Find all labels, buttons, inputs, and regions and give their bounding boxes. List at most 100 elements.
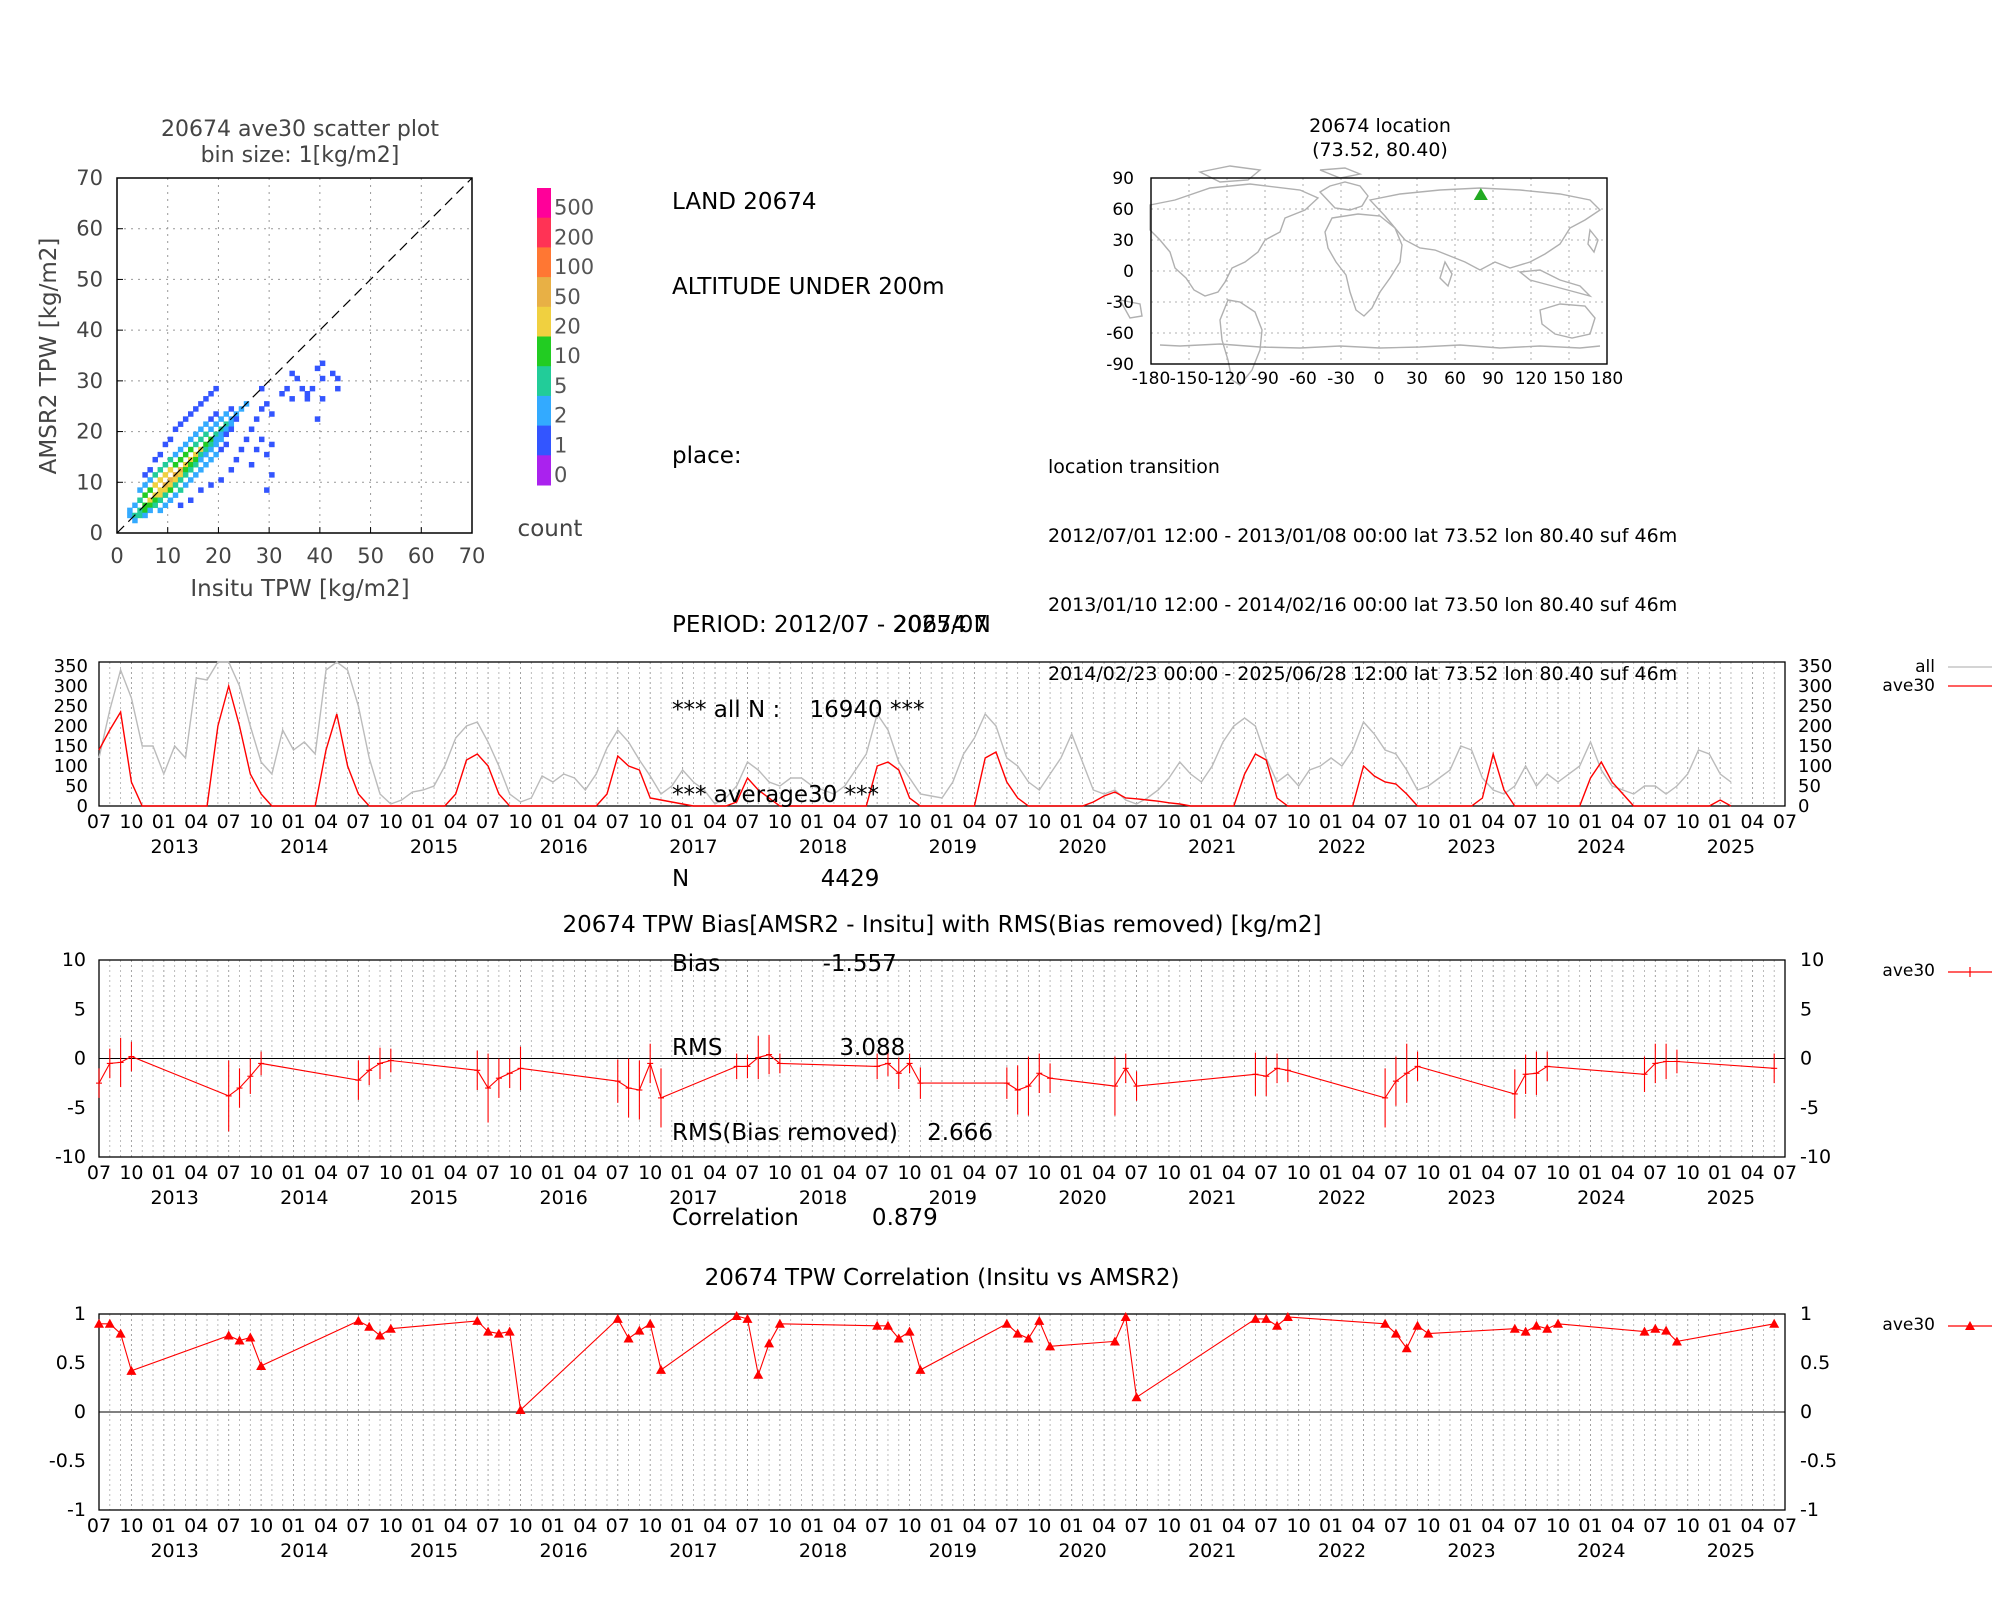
month-label: 04 [1611,811,1635,833]
heatmap-cell [233,456,240,463]
corr-point [353,1315,364,1325]
heatmap-cell [228,421,235,427]
month-label: 10 [1157,1162,1181,1184]
year-label: 2023 [1447,1540,1495,1562]
month-label: 07 [606,1162,630,1184]
legend-label: ave30 [1882,1315,1935,1335]
heatmap-cell [182,451,189,458]
y-tick-label: 5 [74,998,86,1020]
heatmap-cell [314,365,321,372]
month-label: 07 [1254,1515,1278,1537]
colorbar-label: 5 [554,374,567,398]
month-label: 04 [703,1162,727,1184]
month-label: 01 [411,811,435,833]
heatmap-cell [253,446,260,453]
heatmap-cell [147,487,153,493]
heatmap-cell [162,441,169,448]
month-label: 10 [1027,811,1051,833]
y-tick-label: 0 [90,521,103,545]
month-label: 10 [638,811,662,833]
corr-point [1412,1320,1423,1330]
month-label: 01 [152,1162,176,1184]
heatmap-cell [198,456,204,463]
colorbar-swatch [537,395,551,427]
year-label: 2022 [1318,836,1366,858]
heatmap-cell [177,502,184,509]
heatmap-cell [223,411,229,417]
month-label: 10 [119,1515,143,1537]
heatmap-cell [162,502,169,509]
corr-point [1401,1343,1412,1353]
heatmap-cell [264,401,270,407]
year-label: 2013 [150,1540,198,1562]
legend-marker-icon [1965,1321,1975,1330]
colorbar-title: count [518,516,583,542]
x-tick-label: 30 [256,544,283,568]
heatmap-cell [132,502,138,509]
month-label: 01 [1708,811,1732,833]
heatmap-cell [314,416,321,422]
month-label: 10 [897,1515,921,1537]
heatmap-cell [193,456,199,463]
y-tick-label: 0 [77,796,88,817]
station-marker-icon [1473,188,1488,201]
corr-point [504,1326,515,1336]
year-label: 2020 [1058,836,1106,858]
map-lon-label: 0 [1374,369,1385,389]
month-label: 01 [800,1162,824,1184]
month-label: 10 [1416,1515,1440,1537]
heatmap-cell [152,482,158,488]
colorbar-label: 10 [554,344,581,368]
map-frame [1150,177,1608,365]
heatmap-cell [289,370,295,377]
colorbar-swatch [537,188,551,219]
x-tick-label: 20 [205,544,232,568]
heatmap-cell [208,441,214,448]
heatmap-cell [177,446,184,453]
scatter-plot: 20674 ave30 scatter plot bin size: 1[kg/… [36,117,594,602]
corr-point [472,1315,483,1325]
month-label: 01 [1708,1162,1732,1184]
year-label: 2014 [280,1540,328,1562]
corr-point [1661,1325,1672,1335]
location-coords: (73.52, 80.40) [1312,139,1448,161]
corr-point [1034,1315,1045,1325]
month-label: 01 [1060,1515,1084,1537]
year-label: 2018 [799,1187,847,1209]
heatmap-cell [269,441,275,448]
stats-line: Correlation 0.879 [672,1204,938,1231]
month-label: 01 [930,1515,954,1537]
month-label: 01 [800,811,824,833]
month-label: 10 [1416,1162,1440,1184]
heatmap-cell [142,472,148,478]
heatmap-cell [147,507,153,514]
heatmap-cell [198,487,204,493]
heatmap-cell [193,441,199,448]
heatmap-cell [213,436,219,443]
heatmap-cell [223,431,229,438]
year-label: 2013 [150,1187,198,1209]
heatmap-cell [172,492,179,498]
month-label: 10 [1287,1162,1311,1184]
heatmap-cell [243,436,250,443]
y-tick-label: 5 [1800,998,1812,1020]
year-label: 2020 [1058,1540,1106,1562]
year-label: 2025 [1707,836,1755,858]
corr-point [1423,1328,1434,1338]
colorbar-swatch [537,247,551,278]
corr-point [1012,1328,1023,1338]
map-lon-label: 60 [1444,369,1466,389]
scatter-cells [127,360,341,524]
corr-point [223,1330,234,1340]
heatmap-cell [213,431,219,438]
month-label: 10 [249,1162,273,1184]
month-label: 01 [411,1162,435,1184]
colorbar-label: 500 [554,196,594,220]
map-lat-label: 30 [1112,231,1134,251]
month-label: 01 [281,811,305,833]
map-lat-label: -90 [1106,355,1134,375]
corr-point [1769,1318,1780,1328]
month-label: 01 [671,1515,695,1537]
corr-point [1639,1326,1650,1336]
heatmap-cell [188,477,194,483]
